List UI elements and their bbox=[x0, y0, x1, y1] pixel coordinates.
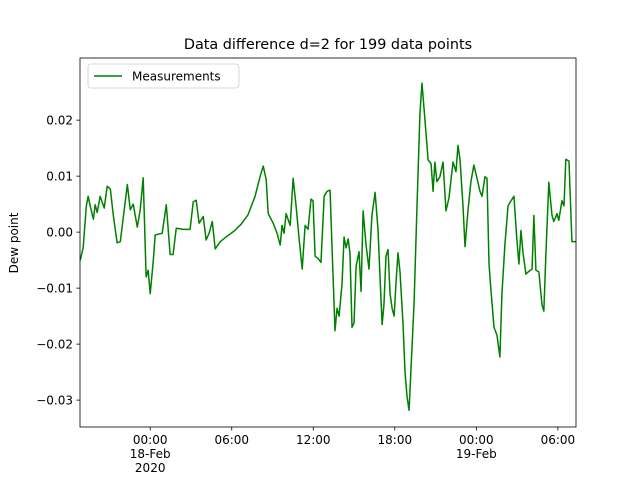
x-tick-label: 06:00 bbox=[214, 433, 249, 447]
y-tick-label: −0.03 bbox=[36, 394, 73, 408]
x-tick-label: 18:00 bbox=[378, 433, 413, 447]
y-tick-label: 0.00 bbox=[46, 226, 73, 240]
x-tick-label: 00:00 18-Feb 2020 bbox=[130, 433, 171, 475]
chart-title: Data difference d=2 for 199 data points bbox=[184, 37, 472, 53]
x-tick-label: 00:00 19-Feb bbox=[456, 433, 497, 461]
x-tick-label: 12:00 bbox=[296, 433, 331, 447]
y-tick-label: 0.01 bbox=[46, 170, 73, 184]
y-tick-label: −0.01 bbox=[36, 282, 73, 296]
x-tick-label: 06:00 bbox=[541, 433, 576, 447]
legend-label: Measurements bbox=[132, 70, 221, 84]
y-tick-label: 0.02 bbox=[46, 114, 73, 128]
legend-box bbox=[87, 63, 240, 89]
y-tick-label: −0.02 bbox=[36, 338, 73, 352]
y-axis-label: Dew point bbox=[7, 212, 21, 273]
data-line bbox=[79, 82, 576, 411]
axes-frame bbox=[79, 57, 577, 428]
